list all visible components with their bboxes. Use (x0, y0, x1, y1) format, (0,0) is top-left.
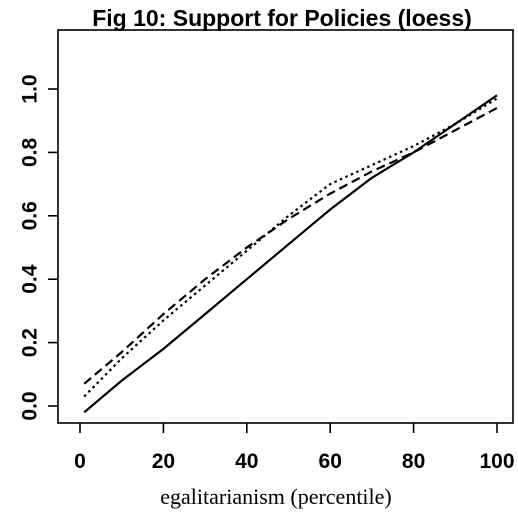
x-tick-label: 80 (402, 450, 425, 473)
series-layer (83, 94, 498, 414)
chart-title: Fig 10: Support for Policies (loess) (92, 5, 472, 31)
y-tick-label: 0.8 (19, 137, 42, 167)
x-axis-label: egalitarianism (percentile) (160, 484, 392, 509)
x-tick-label: 60 (319, 450, 342, 473)
y-tick-label: 0.2 (19, 328, 42, 357)
y-axis: 0.0 0.2 0.4 0.6 0.8 1.0 (19, 74, 58, 421)
plot-frame (57, 29, 514, 424)
x-tick-label: 40 (235, 450, 258, 473)
y-tick-label: 1.0 (19, 74, 42, 103)
x-tick-label: 100 (479, 450, 514, 473)
y-tick-label: 0.6 (19, 201, 42, 230)
series-line-dashed (83, 107, 498, 385)
series-line-solid (83, 94, 498, 414)
y-tick-label: 0.4 (19, 264, 42, 294)
x-axis: 0 20 40 60 80 100 (74, 423, 515, 473)
y-tick-label: 0.0 (19, 391, 42, 420)
series-line-dotted (83, 97, 498, 398)
x-tick-label: 20 (152, 450, 175, 473)
x-tick-label: 0 (74, 450, 86, 473)
